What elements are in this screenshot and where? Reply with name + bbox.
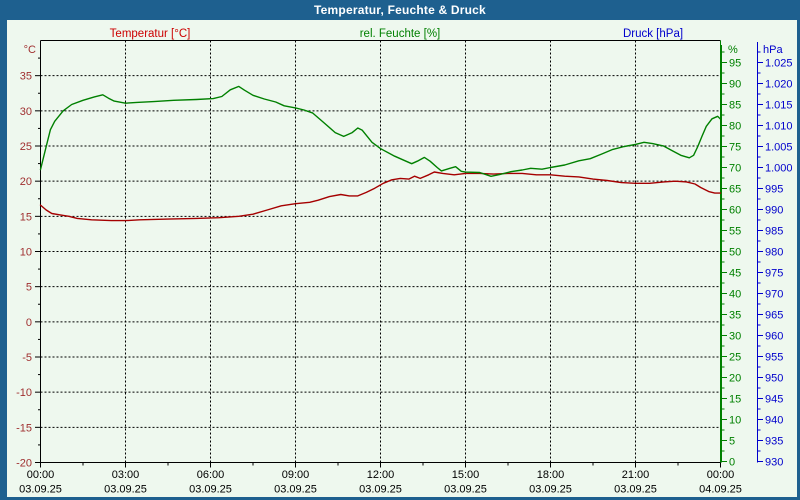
humidity-tick-label: 60 <box>729 205 741 217</box>
time-tick-label: 18:00 <box>537 469 565 481</box>
humidity-tick-label: 30 <box>729 331 741 343</box>
time-axis: 00:00 03.09.25 03:00 03.09.25 06:00 03.09.25 0… <box>19 462 742 496</box>
pressure-tick-label: 1.010 <box>765 121 793 133</box>
humidity-tick-label: 0 <box>729 457 735 469</box>
pressure-tick-label: 940 <box>765 415 783 427</box>
pressure-tick-label: 990 <box>765 205 783 217</box>
date-tick-label: 03.09.25 <box>444 484 487 496</box>
pressure-tick-label: 955 <box>765 352 783 364</box>
humidity-tick-label: 5 <box>729 436 735 448</box>
pressure-tick-label: 975 <box>765 268 783 280</box>
date-tick-label: 03.09.25 <box>274 484 317 496</box>
humidity-unit-label: % <box>728 44 738 56</box>
date-tick-label: 03.09.25 <box>359 484 402 496</box>
temperature-tick-label: 10 <box>20 247 32 259</box>
pressure-axis-title: Druck [hPa] <box>623 28 683 40</box>
time-tick-label: 00:00 <box>707 469 735 481</box>
pressure-tick-label: 985 <box>765 226 783 238</box>
date-tick-label: 03.09.25 <box>189 484 232 496</box>
series-line-feuchte <box>39 85 722 178</box>
humidity-tick-label: 45 <box>729 268 741 280</box>
pressure-tick-label: 950 <box>765 373 783 385</box>
pressure-tick-label: 930 <box>765 457 783 469</box>
title-bar: Temperatur, Feuchte & Druck <box>0 0 800 20</box>
window-title: Temperatur, Feuchte & Druck <box>314 3 486 17</box>
pressure-tick-label: 965 <box>765 310 783 322</box>
temperature-axis-title: Temperatur [°C] <box>110 28 191 40</box>
pressure-tick-label: 970 <box>765 289 783 301</box>
humidity-tick-label: 10 <box>729 415 741 427</box>
window-frame-bottom <box>0 497 800 500</box>
humidity-axis-title: rel. Feuchte [%] <box>360 28 441 40</box>
temperature-tick-label: -15 <box>16 422 32 434</box>
date-tick-label: 04.09.25 <box>699 484 742 496</box>
pressure-tick-label: 1.025 <box>765 58 793 70</box>
date-tick-label: 03.09.25 <box>529 484 572 496</box>
temperature-tick-label: 15 <box>20 211 32 223</box>
pressure-tick-label: 1.005 <box>765 142 793 154</box>
temperature-tick-label: 25 <box>20 141 32 153</box>
humidity-tick-label: 95 <box>729 58 741 70</box>
date-tick-label: 03.09.25 <box>614 484 657 496</box>
pressure-tick-label: 1.020 <box>765 79 793 91</box>
pressure-tick-label: 1.015 <box>765 100 793 112</box>
time-tick-label: 00:00 <box>27 469 55 481</box>
humidity-tick-label: 35 <box>729 310 741 322</box>
temperature-tick-label: -20 <box>16 458 32 470</box>
humidity-tick-label: 85 <box>729 100 741 112</box>
pressure-tick-label: 945 <box>765 394 783 406</box>
time-tick-label: 03:00 <box>112 469 140 481</box>
date-tick-label: 03.09.25 <box>19 484 62 496</box>
temperature-tick-label: 5 <box>26 282 32 294</box>
window-frame-right <box>797 0 800 500</box>
time-tick-label: 15:00 <box>452 469 480 481</box>
temperature-tick-label: 20 <box>20 176 32 188</box>
humidity-tick-label: 50 <box>729 247 741 259</box>
humidity-tick-label: 70 <box>729 163 741 175</box>
temperature-tick-label: 35 <box>20 71 32 83</box>
temperature-tick-label: 0 <box>26 317 32 329</box>
humidity-tick-label: 25 <box>729 352 741 364</box>
pressure-tick-label: 995 <box>765 184 783 196</box>
humidity-tick-label: 55 <box>729 226 741 238</box>
humidity-tick-label: 90 <box>729 79 741 91</box>
temperature-unit-label: °C <box>24 44 36 56</box>
time-tick-label: 09:00 <box>282 469 310 481</box>
humidity-tick-label: 80 <box>729 121 741 133</box>
pressure-tick-label: 935 <box>765 436 783 448</box>
pressure-tick-label: 1.000 <box>765 163 793 175</box>
time-tick-label: 06:00 <box>197 469 225 481</box>
humidity-tick-label: 65 <box>729 184 741 196</box>
humidity-tick-label: 15 <box>729 394 741 406</box>
time-tick-label: 12:00 <box>367 469 395 481</box>
series-line-temperatur <box>39 171 722 222</box>
temperature-axis: 35 30 25 20 15 10 5 0 -5 -10 -15 -20 <box>16 57 41 470</box>
humidity-tick-label: 20 <box>729 373 741 385</box>
humidity-tick-label: 75 <box>729 142 741 154</box>
window-frame-left <box>0 0 7 500</box>
time-tick-label: 21:00 <box>622 469 650 481</box>
temperature-tick-label: -10 <box>16 387 32 399</box>
temperature-tick-label: 30 <box>20 106 32 118</box>
pressure-tick-label: 960 <box>765 331 783 343</box>
pressure-axis: 1.025 1.020 1.015 1.010 1.005 1.000 995 990 985 9… <box>757 42 793 469</box>
gridlines <box>40 40 721 463</box>
pressure-unit-label: hPa <box>763 44 783 56</box>
date-tick-label: 03.09.25 <box>104 484 147 496</box>
pressure-tick-label: 980 <box>765 247 783 259</box>
humidity-tick-label: 40 <box>729 289 741 301</box>
temperature-tick-label: -5 <box>22 352 32 364</box>
